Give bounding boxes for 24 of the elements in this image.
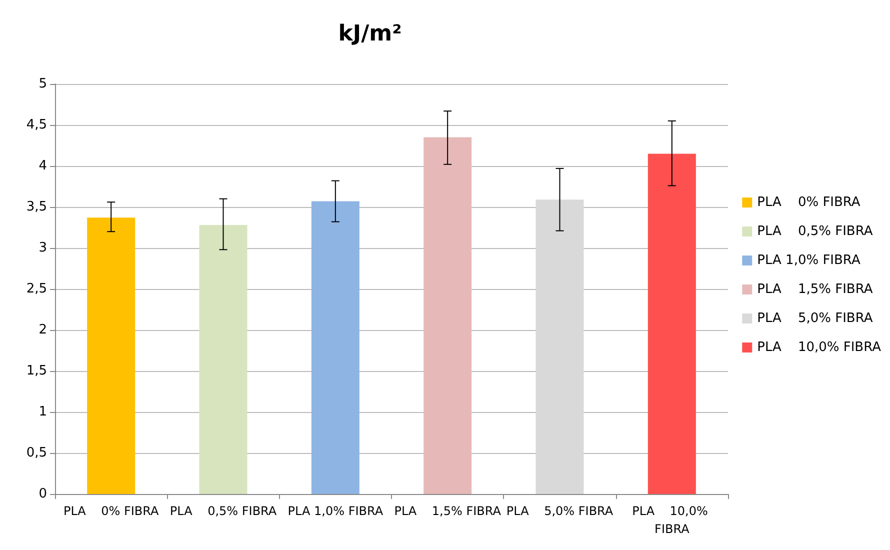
legend-label: PLA 1,5% FIBRA [757, 282, 873, 297]
x-tick-label: PLA 0,5% FIBRA [170, 504, 278, 518]
y-tick-label: 2 [38, 322, 47, 338]
y-tick-label: 0 [38, 486, 47, 502]
legend-label: PLA 10,0% FIBRA [757, 340, 882, 355]
x-tick-label: PLA 0% FIBRA [63, 504, 160, 518]
y-tick-label: 2,5 [26, 282, 47, 296]
x-tick-label: PLA 1,5% FIBRA [394, 504, 502, 518]
x-tick-label: PLA 10,0% FIBRA [632, 504, 712, 536]
x-tick-label: PLA 1,0% FIBRA [288, 504, 384, 518]
legend-label: PLA 0% FIBRA [757, 195, 860, 210]
y-tick-label: 4,5 [26, 118, 47, 132]
y-tick-label: 5 [38, 76, 47, 92]
y-tick-label: 3,5 [26, 200, 47, 214]
legend-label: PLA 5,0% FIBRA [757, 311, 873, 326]
y-tick-label: 4 [38, 158, 47, 174]
legend-label: PLA 0,5% FIBRA [757, 224, 873, 239]
y-tick-label: 1 [38, 404, 47, 420]
chart-title: kJ/m² [338, 22, 402, 46]
y-tick-label: 3 [38, 240, 47, 256]
x-tick-label: PLA 5,0% FIBRA [506, 504, 614, 518]
legend-label: PLA 1,0% FIBRA [757, 253, 860, 268]
y-tick-label: 0,5 [26, 446, 47, 460]
y-tick-label: 1,5 [26, 364, 47, 378]
